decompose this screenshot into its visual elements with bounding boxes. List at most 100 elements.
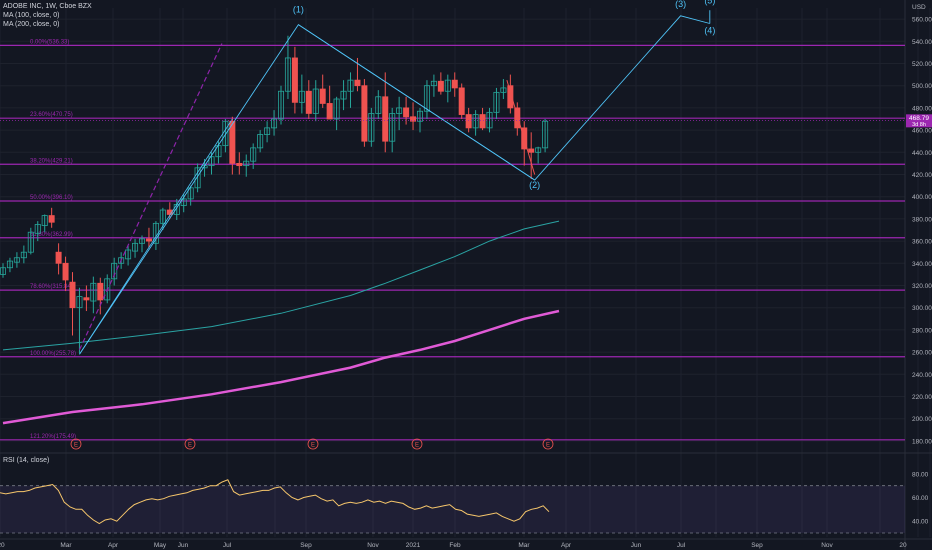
candle-body — [187, 187, 194, 200]
candle-body — [312, 88, 319, 114]
candle-body — [507, 85, 514, 109]
candle-body — [479, 114, 486, 129]
price-badge — [906, 114, 932, 128]
x-tick-label: Jul — [223, 542, 232, 549]
candle-body — [97, 282, 104, 301]
candle-body — [451, 79, 458, 89]
earnings-marker-label: E — [188, 443, 192, 449]
candle-body — [542, 120, 549, 149]
candle-body — [264, 127, 271, 135]
y-tick-label: 520.00 — [912, 61, 932, 68]
candle-body — [410, 116, 417, 122]
candle-body — [271, 118, 278, 129]
candle-body — [48, 215, 55, 223]
channel-line — [298, 24, 535, 181]
x-tick-label: 20 — [899, 542, 907, 549]
candle-body — [298, 90, 305, 103]
candle-body — [118, 257, 125, 264]
x-tick-label: Sep — [751, 542, 763, 549]
y-tick-label: 240.00 — [912, 372, 932, 379]
y-tick-label: 320.00 — [912, 283, 932, 290]
y-tick-label: 380.00 — [912, 216, 932, 223]
y-tick-label: 340.00 — [912, 261, 932, 268]
candle-body — [69, 281, 76, 309]
candle-body — [159, 209, 166, 224]
fib-level-label: 61.80%(362.99) — [30, 232, 73, 238]
fib-level-label: 23.60%(470.75) — [30, 112, 73, 118]
red-wave-line — [506, 80, 536, 175]
candle-body — [514, 107, 521, 129]
y-tick-label: 540.00 — [912, 39, 932, 46]
candle-body — [389, 113, 396, 142]
x-tick-label: Apr — [561, 542, 572, 549]
candle-body — [145, 238, 152, 242]
candle-body — [458, 87, 465, 115]
candle-body — [430, 80, 437, 87]
chart-title: ADOBE INC, 1W, Cboe BZX — [3, 3, 92, 10]
fib-level-label: 50.00%(396.10) — [30, 195, 73, 201]
currency-label: USD — [912, 4, 926, 11]
ma200-line — [2, 309, 560, 425]
candle-body — [403, 107, 410, 118]
candle-body — [138, 238, 145, 244]
x-tick-label: Sep — [300, 542, 312, 549]
y-tick-label: 480.00 — [912, 105, 932, 112]
y-tick-label: 400.00 — [912, 194, 932, 201]
fib-level-label: 100.00%(255.78) — [30, 351, 76, 357]
candle-body — [319, 88, 326, 104]
channel-line — [79, 118, 233, 355]
y-tick-label: 420.00 — [912, 172, 932, 179]
y-tick-label: 220.00 — [912, 394, 932, 401]
candle-body — [396, 107, 403, 114]
fib-level-label: 0.00%(536.33) — [30, 39, 69, 45]
candle-body — [6, 260, 13, 269]
candle-body — [375, 96, 382, 114]
fib-level-label: 121.20%(175.49) — [30, 434, 76, 440]
candle-body — [340, 90, 347, 100]
candle-body — [416, 110, 423, 122]
candle-body — [277, 90, 284, 120]
candle-body — [423, 85, 430, 112]
price-badge-value: 468.79 — [909, 115, 929, 122]
candle-body — [493, 91, 500, 113]
rsi-line — [0, 479, 550, 525]
candle-body — [180, 198, 187, 206]
y-tick-label: 440.00 — [912, 150, 932, 157]
rsi-tick-label: 40.00 — [912, 519, 929, 526]
y-tick-label: 360.00 — [912, 239, 932, 246]
wave-label: (3) — [675, 0, 686, 9]
candle-body — [194, 167, 201, 189]
x-tick-label: Nov — [367, 542, 379, 549]
candle-body — [437, 80, 444, 92]
candle-body — [354, 79, 361, 87]
x-tick-label: Nov — [821, 542, 833, 549]
wave-label: (2) — [529, 180, 540, 190]
candle-body — [104, 278, 111, 301]
rsi-legend: RSI (14, close) — [3, 457, 50, 464]
price-badge-countdown: 3d 8h — [912, 122, 926, 128]
candle-body — [326, 103, 333, 120]
candle-body — [250, 147, 257, 162]
candle-body — [257, 134, 264, 149]
candle-body — [62, 262, 69, 281]
candle-body — [535, 147, 542, 153]
candle-body — [472, 114, 479, 129]
candle-body — [55, 251, 62, 264]
y-tick-label: 500.00 — [912, 83, 932, 90]
rsi-band — [0, 485, 905, 533]
rsi-tick-label: 60.00 — [912, 495, 929, 502]
candle-body — [125, 249, 132, 260]
rsi-tick-label: 80.00 — [912, 471, 929, 478]
candle-body — [208, 156, 215, 167]
x-tick-label: Apr — [108, 542, 119, 549]
earnings-marker-label: E — [311, 443, 315, 449]
candle-body — [13, 257, 20, 263]
wave-label: (5) — [704, 0, 715, 6]
x-tick-label: Jun — [631, 542, 642, 549]
y-tick-label: 460.00 — [912, 128, 932, 135]
earnings-marker-icon — [184, 438, 196, 450]
candle-body — [305, 90, 312, 114]
candle-body — [132, 242, 139, 252]
earnings-marker-label: E — [415, 443, 419, 449]
